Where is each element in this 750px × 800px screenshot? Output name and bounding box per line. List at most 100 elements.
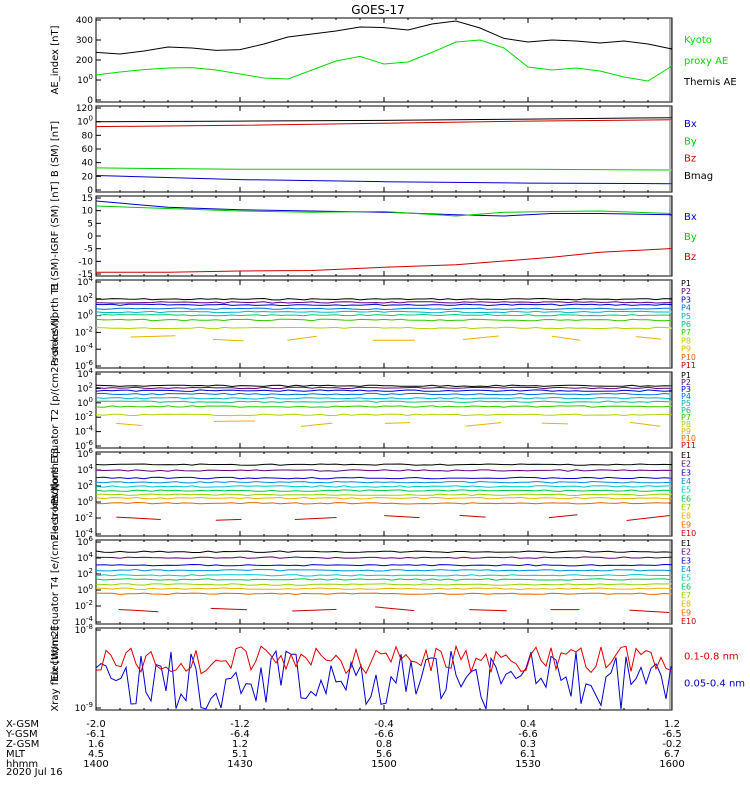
xaxis-value: -6.6 xyxy=(374,729,394,740)
y-tick-label: 10-2 xyxy=(75,410,93,423)
legend-label: P7 xyxy=(681,413,691,422)
legend-label: P6 xyxy=(681,406,691,415)
channel-line xyxy=(95,392,673,396)
channel-line xyxy=(95,563,673,567)
xaxis-value: -6.6 xyxy=(518,729,538,740)
y-tick-label: 20 xyxy=(82,172,94,182)
xaxis-value: 1400 xyxy=(83,759,108,770)
channel-line xyxy=(116,422,142,427)
legend-label: P1 xyxy=(681,279,691,288)
series-line xyxy=(95,117,673,123)
channel-line xyxy=(95,396,673,400)
legend-label: 0.1-0.8 nm xyxy=(684,651,739,662)
y-tick-label: 200 xyxy=(76,56,93,66)
panel-frame xyxy=(95,279,673,369)
y-tick-label: 100 xyxy=(77,115,93,128)
channel-line xyxy=(95,493,673,497)
y-tick-label: 0 xyxy=(87,186,93,196)
channel-line xyxy=(95,307,673,311)
y-tick-label: 106 xyxy=(77,535,93,548)
legend-label: E6 xyxy=(681,582,691,591)
legend-label: P1 xyxy=(681,371,691,380)
xaxis-value: -6.5 xyxy=(662,729,682,740)
xaxis-value: 1530 xyxy=(515,759,540,770)
legend-label: E9 xyxy=(681,520,691,529)
channel-line xyxy=(95,480,673,484)
y-tick-label: 104 xyxy=(77,551,93,564)
channel-line xyxy=(95,574,672,577)
y-tick-label: 0 xyxy=(87,96,93,106)
y-tick-label: 10-8 xyxy=(75,623,93,636)
y-tick-label: 10-4 xyxy=(75,342,94,355)
legend-label: P5 xyxy=(681,399,691,408)
channel-line xyxy=(215,518,242,521)
channel-line xyxy=(212,338,244,342)
legend-label: P4 xyxy=(681,304,691,313)
xaxis-value: -6.4 xyxy=(230,729,250,740)
legend-label: P10 xyxy=(681,353,696,362)
legend-label: E10 xyxy=(681,529,696,538)
xaxis-value: 1.2 xyxy=(232,739,248,750)
y-tick-label: 102 xyxy=(77,567,93,580)
xaxis-value: 5.6 xyxy=(376,749,392,760)
channel-line xyxy=(287,335,317,341)
y-tick-label: 300 xyxy=(76,36,93,46)
legend-label: P5 xyxy=(681,312,691,321)
y-tick-label: 100 xyxy=(77,396,93,409)
channel-line xyxy=(95,476,673,480)
legend-label: P8 xyxy=(681,336,691,345)
y-tick-label: 10-6 xyxy=(75,359,94,372)
legend-label: Bmag xyxy=(684,171,713,182)
y-tick-label: 102 xyxy=(77,292,93,305)
y-tick-label: 106 xyxy=(77,447,93,460)
y-axis-label: Protons Equator T2 [p/(cm2-s-sr-keV)] xyxy=(50,315,61,504)
channel-line xyxy=(95,326,673,330)
xaxis-row-name: MLT xyxy=(6,749,26,760)
channel-line xyxy=(292,608,337,612)
panel-7: Electrons Equator T4 [e/(cm2-s-sr-keV)] E… xyxy=(50,483,696,680)
legend-label: E3 xyxy=(681,556,691,565)
channel-line xyxy=(96,501,672,505)
channel-line xyxy=(95,297,673,301)
legend-label: P11 xyxy=(681,361,696,370)
legend-label: E9 xyxy=(681,608,691,617)
series-line xyxy=(95,649,672,710)
y-tick-label: 104 xyxy=(77,275,93,288)
y-tick-label: -5 xyxy=(84,245,93,255)
channel-line xyxy=(95,400,673,403)
channel-line xyxy=(95,384,673,388)
channel-line xyxy=(463,335,499,340)
plot-title: GOES-17 xyxy=(351,3,405,17)
channel-line xyxy=(95,583,673,586)
channel-line xyxy=(95,313,673,317)
legend-label: P8 xyxy=(681,420,691,429)
panel-8: Xray flux [W/m2] 0.1-0.8 nm 0.05-0.4 nm xyxy=(50,626,745,711)
channel-line xyxy=(629,421,661,427)
legend-label: E7 xyxy=(681,591,691,600)
y-tick-label: 10-4 xyxy=(75,527,94,540)
xaxis-value: 0.4 xyxy=(520,719,536,730)
legend-label: E5 xyxy=(681,574,691,583)
xaxis-row-name: Z-GSM xyxy=(6,739,39,750)
xaxis-value: 1430 xyxy=(227,759,252,770)
legend-label: P11 xyxy=(681,441,696,450)
legend-label: P7 xyxy=(681,328,691,337)
channel-line xyxy=(459,514,486,518)
xaxis-value: -0.2 xyxy=(662,739,682,750)
channel-line xyxy=(130,335,176,338)
series-line xyxy=(95,205,673,217)
xaxis-value: 1.6 xyxy=(88,739,104,750)
y-tick-label: 15 xyxy=(82,194,93,204)
panel-5: Protons Equator T2 [p/(cm2-s-sr-keV)] P1P… xyxy=(50,315,696,504)
series-line xyxy=(95,175,673,185)
panel-2: B (SM) [nT] Bx By Bz Bmag xyxy=(50,105,713,193)
channel-line xyxy=(95,568,673,572)
legend-label: P3 xyxy=(681,385,691,394)
legend-label: E8 xyxy=(681,512,691,521)
legend-label: P4 xyxy=(681,392,691,401)
channel-line xyxy=(95,310,672,314)
channel-line xyxy=(95,587,673,591)
channel-line xyxy=(95,389,673,392)
y-axis-label: Electrons Equator T4 [e/(cm2-s-sr-keV)] xyxy=(50,483,61,680)
